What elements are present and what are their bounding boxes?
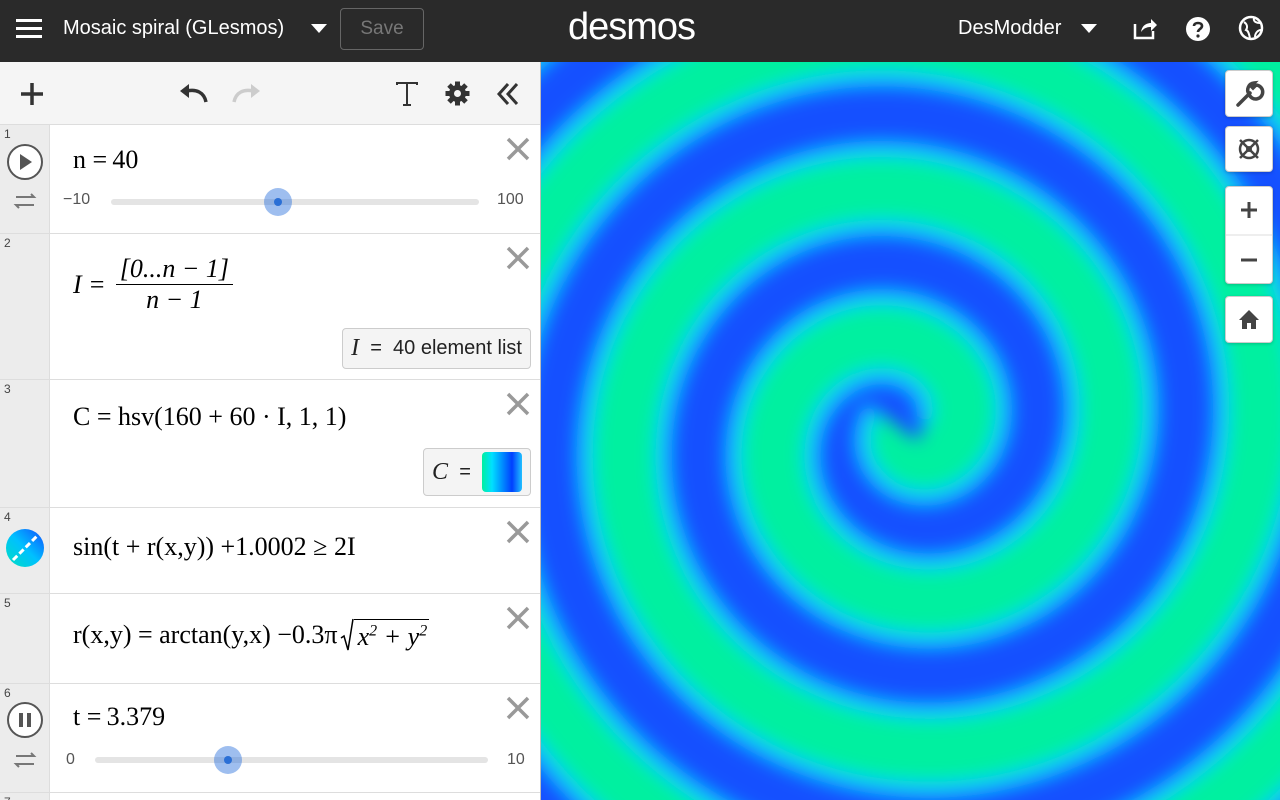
radicand-part: 2	[369, 622, 378, 640]
save-button[interactable]: Save	[340, 8, 424, 50]
slider-max: 10	[507, 751, 525, 768]
expression-math[interactable]: t = 3.379	[73, 702, 165, 732]
expression-math[interactable]: sin(t + r(x,y)) +1.0002 ≥ 2I	[73, 532, 356, 562]
gutter: 6	[0, 684, 50, 792]
slider-thumb[interactable]	[213, 746, 242, 774]
slider-track[interactable]	[95, 746, 488, 774]
radical-sign	[340, 618, 354, 651]
expression-panel: 1 n = 40 −10 100 2 I = [0...n − 1] n − 1 …	[0, 62, 541, 800]
text-button[interactable]	[396, 82, 418, 106]
expression-row[interactable]: 5 r(x,y) = arctan(y,x) −0.3π x2 + y2	[0, 594, 540, 684]
delete-button[interactable]	[506, 520, 530, 544]
math-text: n =	[73, 145, 108, 174]
radicand-part: + y	[377, 622, 420, 651]
slider-track[interactable]	[111, 188, 479, 216]
collapse-button[interactable]	[496, 82, 520, 106]
delete-button[interactable]	[506, 392, 530, 416]
expression-toolbar	[0, 62, 540, 125]
spiral-band	[541, 62, 1280, 800]
math-text: sin(t + r(x,y)) +1.0002 ≥ 2I	[73, 532, 356, 561]
numerator: [0...n − 1]	[115, 254, 233, 285]
user-menu[interactable]: DesModder	[958, 17, 1062, 39]
expression-row[interactable]: 2 I = [0...n − 1] n − 1 I = 40 element li…	[0, 234, 540, 380]
line-number: 7	[4, 795, 11, 800]
share-icon[interactable]	[1132, 15, 1158, 41]
user-caret[interactable]	[1081, 24, 1097, 34]
delete-button[interactable]	[506, 606, 530, 630]
wrench-button[interactable]	[1225, 70, 1273, 117]
line-number: 1	[4, 127, 11, 141]
color-swatch	[482, 452, 522, 492]
graph-title[interactable]: Mosaic spiral (GLesmos)	[63, 17, 285, 39]
settings-button[interactable]	[445, 81, 470, 106]
gutter: 7	[0, 793, 50, 800]
slider-max: 100	[497, 191, 524, 208]
line-number: 2	[4, 236, 11, 250]
gutter: 3	[0, 380, 50, 507]
fraction: [0...n − 1] n − 1	[115, 254, 233, 315]
graph-canvas[interactable]	[541, 62, 1280, 800]
line-number: 6	[4, 686, 11, 700]
slider-controls[interactable]	[5, 702, 45, 782]
menu-icon[interactable]	[16, 18, 42, 40]
expression-math[interactable]: I = [0...n − 1] n − 1	[73, 254, 233, 315]
expression-math[interactable]: n = 40	[73, 145, 138, 175]
add-button[interactable]	[20, 82, 44, 106]
language-icon[interactable]	[1238, 15, 1264, 41]
math-value: 40	[112, 145, 139, 174]
radicand-part: x	[357, 622, 370, 651]
gutter: 4	[0, 508, 50, 593]
redo-button[interactable]	[230, 82, 262, 104]
expression-row[interactable]: 4 sin(t + r(x,y)) +1.0002 ≥ 2I	[0, 508, 540, 594]
math-text: I =	[73, 269, 106, 299]
denominator: n − 1	[146, 285, 203, 314]
eval-lhs: C	[432, 458, 449, 485]
delete-button[interactable]	[506, 137, 530, 161]
slider-thumb[interactable]	[264, 188, 293, 216]
title-caret[interactable]	[311, 24, 327, 34]
math-text: t =	[73, 702, 102, 731]
evaluation: C =	[423, 448, 531, 496]
slider-controls[interactable]	[5, 144, 45, 224]
expression-row[interactable]: 7	[0, 793, 540, 800]
expression-math[interactable]: r(x,y) = arctan(y,x) −0.3π x2 + y2	[73, 618, 430, 652]
line-number: 5	[4, 596, 11, 610]
undo-button[interactable]	[178, 82, 210, 104]
gutter: 2	[0, 234, 50, 379]
spiral	[541, 62, 1280, 800]
delete-button[interactable]	[506, 696, 530, 720]
expression-row[interactable]: 1 n = 40 −10 100	[0, 125, 540, 234]
delete-button[interactable]	[506, 246, 530, 270]
expression-row[interactable]: 3 C = hsv(160 + 60 · I, 1, 1) C =	[0, 380, 540, 508]
gutter: 5	[0, 594, 50, 683]
top-bar: Mosaic spiral (GLesmos) Save desmos DesM…	[0, 0, 1280, 62]
line-number: 3	[4, 382, 11, 396]
eval-lhs: I	[351, 335, 360, 361]
math-text: r(x,y) = arctan(y,x) −0.3π	[73, 620, 338, 649]
zoom-buttons[interactable]	[1225, 186, 1273, 284]
evaluation: I = 40 element list	[342, 328, 531, 369]
eval-eq: =	[370, 337, 382, 359]
math-value: 3.379	[106, 702, 166, 731]
logo: desmos	[568, 6, 696, 48]
home-button[interactable]	[1225, 296, 1273, 343]
radicand-part: 2	[419, 622, 428, 640]
slider-min: −10	[63, 191, 91, 208]
eval-text: 40 element list	[393, 337, 522, 359]
math-text: C = hsv(160 + 60 · I, 1, 1)	[73, 402, 347, 431]
line-number: 4	[4, 510, 11, 524]
eval-eq: =	[459, 460, 471, 483]
gutter: 1	[0, 125, 50, 233]
plugin-button[interactable]	[1225, 126, 1273, 172]
help-icon[interactable]	[1185, 16, 1211, 42]
slider-min: 0	[66, 751, 75, 768]
square-root: x2 + y2	[340, 618, 430, 652]
style-icon[interactable]	[5, 528, 45, 568]
expression-row[interactable]: 6 t = 3.379 0 10	[0, 684, 540, 793]
expression-math[interactable]: C = hsv(160 + 60 · I, 1, 1)	[73, 402, 346, 432]
